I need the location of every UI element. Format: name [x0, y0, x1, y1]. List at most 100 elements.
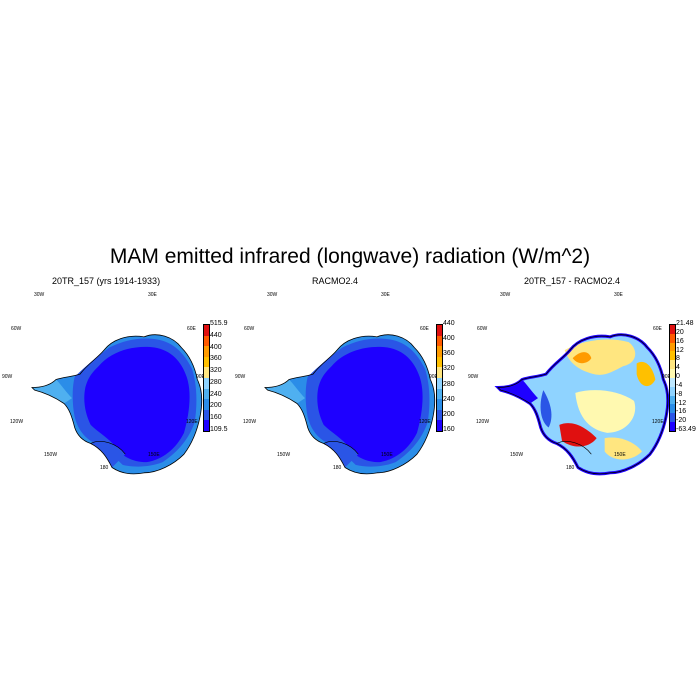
colorbar-label: 400	[210, 343, 222, 351]
colorbar-segment	[437, 420, 442, 431]
colorbar-segment	[670, 360, 675, 370]
lon-label-s180: 180	[333, 465, 342, 471]
map-panel-3: 20TR_157 - RACMO2.4 30W 30E 60E 60W 90E 90W 12…	[466, 272, 699, 476]
colorbar-label: -20	[676, 417, 687, 425]
colorbar	[203, 324, 210, 432]
lon-label-e60: 60E	[420, 326, 429, 332]
colorbar-label: 200	[443, 410, 455, 418]
colorbar-segment	[204, 409, 209, 421]
antarctica-map	[494, 333, 670, 476]
lon-label-w90: 90W	[2, 374, 13, 380]
colorbar-label: 440	[210, 331, 222, 339]
diff-cold-1	[540, 390, 552, 428]
colorbar-segment	[670, 351, 675, 361]
colorbar-segment	[670, 342, 675, 352]
peninsula	[32, 379, 72, 404]
colorbar-segment	[437, 409, 442, 421]
coastline	[31, 334, 203, 475]
interior-cold	[317, 346, 423, 463]
colorbar-label: 320	[443, 365, 455, 373]
diff-hot-2	[559, 423, 597, 447]
colorbar-label: 200	[210, 402, 222, 410]
lon-label-w150: 150W	[277, 452, 291, 458]
lon-label-s180: 180	[566, 465, 575, 471]
colorbar-segment	[670, 369, 675, 378]
colorbar-label: 0	[676, 373, 680, 380]
colorbar-label: 4	[676, 364, 680, 372]
diff-warm-2	[636, 361, 656, 387]
lon-label-e30: 30E	[148, 292, 157, 298]
colorbar-segment	[437, 335, 442, 347]
lon-label-w120: 120W	[243, 419, 257, 425]
peninsula	[265, 379, 305, 404]
panel-title-2: RACMO2.4	[312, 276, 359, 286]
lon-label-w120: 120W	[10, 419, 24, 425]
colorbar-label: 20	[676, 328, 684, 336]
colorbar-segment	[670, 386, 675, 396]
colorbar-label: -12	[676, 399, 687, 407]
colorbar-label: 320	[210, 367, 222, 375]
colorbar-label: 16	[676, 337, 684, 345]
lon-label-w60: 60W	[477, 326, 488, 332]
colorbar-label: 240	[443, 395, 455, 403]
colorbar-segment	[437, 325, 442, 336]
colorbar-label: 12	[676, 346, 684, 354]
colorbar-segment	[670, 413, 675, 423]
figure-title: MAM emitted infrared (longwave) radiatio…	[109, 245, 591, 268]
colorbar-label: 240	[210, 390, 222, 398]
colorbar-segment	[437, 388, 442, 400]
colorbar-segment	[670, 377, 675, 387]
lon-label-e120: 120E	[652, 419, 664, 425]
lon-label-w30: 30W	[267, 292, 278, 298]
panel-title-3: 20TR_157 - RACMO2.4	[524, 276, 621, 286]
lon-label-w30: 30W	[34, 292, 45, 298]
colorbar-segment	[437, 346, 442, 357]
colorbar-segment	[204, 377, 209, 389]
colorbar-segment	[204, 388, 209, 400]
colorbar	[669, 324, 676, 432]
colorbar-segment	[204, 356, 209, 368]
colorbar-label: 109.5	[210, 426, 228, 433]
colorbar-label: 160	[210, 414, 222, 422]
colorbar-segment	[204, 325, 209, 336]
lon-label-e150: 150E	[614, 452, 626, 458]
panel-title-1: 20TR_157 (yrs 1914-1933)	[52, 276, 161, 286]
colorbar-segment	[437, 367, 442, 378]
colorbar-label: 160	[443, 426, 455, 433]
colorbar-label: 360	[210, 355, 222, 363]
lon-label-e150: 150E	[148, 452, 160, 458]
lon-label-e120: 120E	[419, 419, 431, 425]
lon-label-e30: 30E	[381, 292, 390, 298]
lon-label-w150: 150W	[44, 452, 58, 458]
colorbar-label: -8	[676, 390, 683, 398]
lon-label-e60: 60E	[653, 326, 662, 332]
lon-label-w120: 120W	[476, 419, 490, 425]
lon-label-w30: 30W	[500, 292, 511, 298]
colorbar-segment	[437, 377, 442, 389]
colorbar-segment	[204, 399, 209, 410]
colorbar-label: 8	[676, 355, 680, 363]
colorbar-segment	[670, 333, 675, 343]
coastline	[264, 334, 436, 475]
colorbar-segment	[204, 335, 209, 347]
map-panel-2: RACMO2.4 30W 30E 60E 60W 90E 90W 120W 120E 150W 1…	[233, 272, 466, 475]
lon-label-w90: 90W	[235, 374, 246, 380]
colorbar-segment	[670, 422, 675, 431]
colorbar-label: 280	[210, 378, 222, 386]
lon-label-w90: 90W	[468, 374, 479, 380]
diff-peninsula	[498, 379, 538, 404]
grounding-line	[556, 441, 592, 455]
lon-label-e90: 90E	[662, 374, 671, 380]
map-panel-1: 20TR_157 (yrs 1914-1933) 30W 30E 60E 60W 90E…	[0, 272, 233, 475]
colorbar-segment	[204, 346, 209, 357]
colorbar-label: 440	[443, 320, 455, 327]
lon-label-e30: 30E	[614, 292, 623, 298]
lon-label-e60: 60E	[187, 326, 196, 332]
colorbar-segment	[670, 404, 675, 414]
lon-label-s180: 180	[100, 465, 109, 471]
lon-label-e90: 90E	[196, 374, 205, 380]
grounding-line	[323, 441, 359, 455]
colorbar-label: 360	[443, 350, 455, 358]
colorbar-label: -16	[676, 408, 687, 416]
colorbar	[436, 324, 443, 432]
